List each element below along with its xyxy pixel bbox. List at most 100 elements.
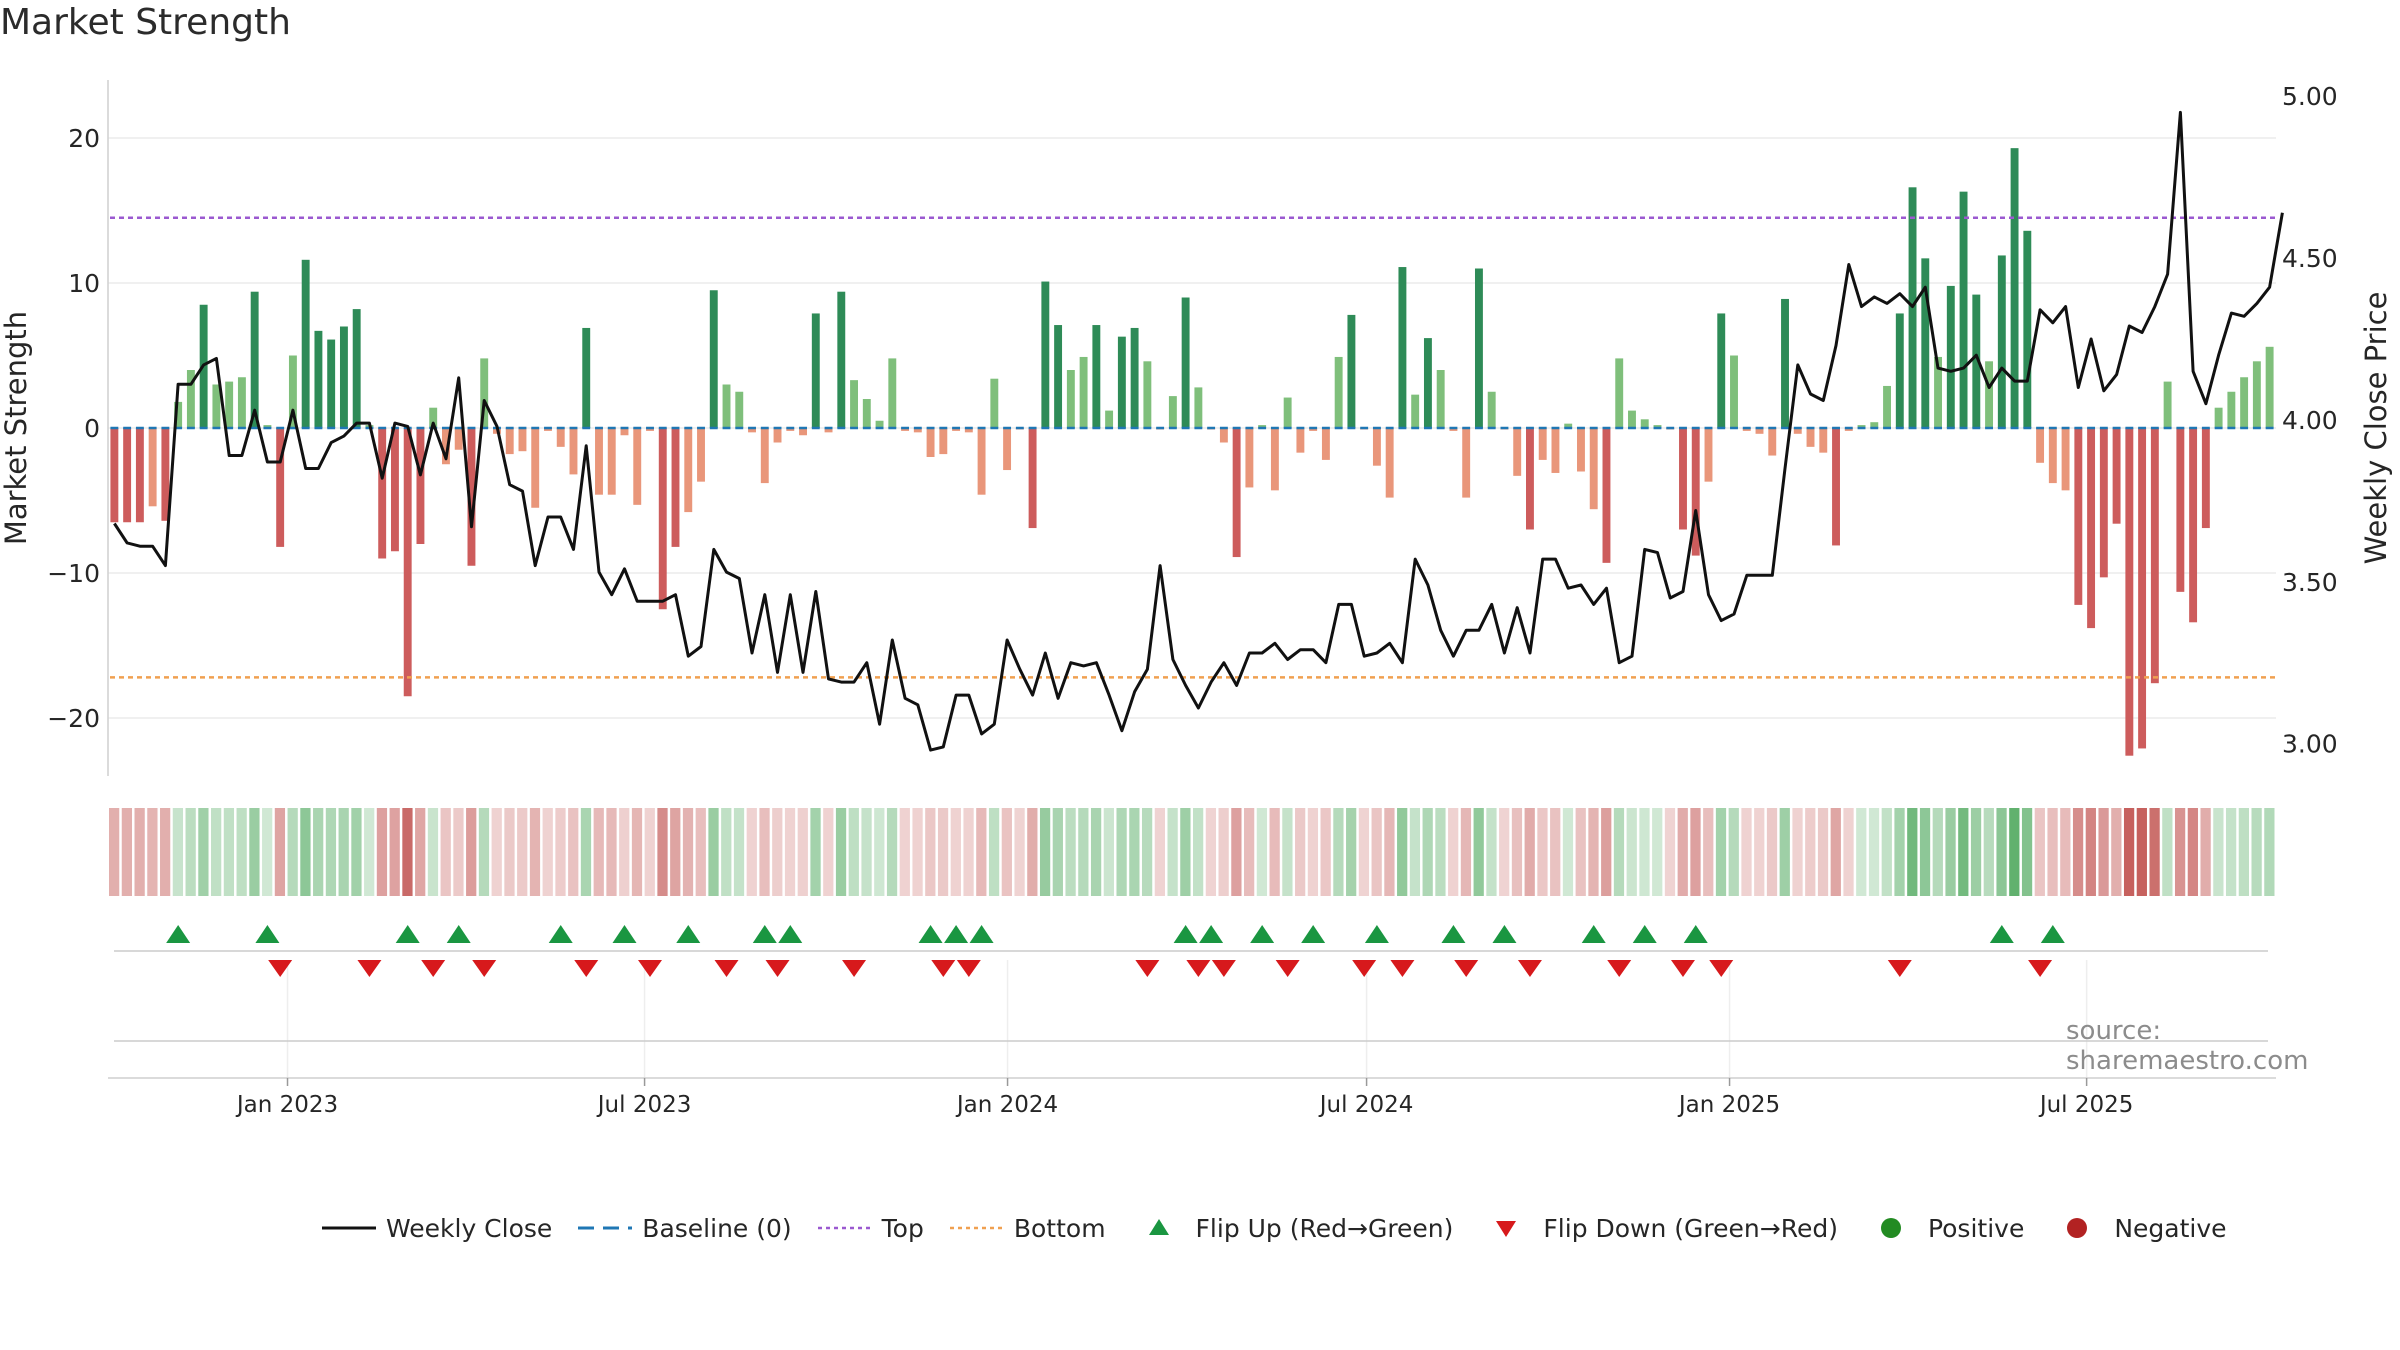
heat-cell xyxy=(1282,808,1293,896)
strength-bar xyxy=(250,291,259,428)
heat-cell xyxy=(2136,808,2147,896)
legend-swatch-close xyxy=(318,1213,380,1243)
legend-swatch-baseline xyxy=(574,1213,636,1243)
heat-cell xyxy=(2047,808,2058,896)
strength-bar xyxy=(1423,338,1432,428)
heat-cell xyxy=(797,808,808,896)
strength-bar xyxy=(1372,428,1381,466)
strength-bar xyxy=(1755,428,1764,434)
heat-cell xyxy=(746,808,757,896)
strength-bar xyxy=(2023,230,2032,428)
heat-cell xyxy=(925,808,936,896)
x-tick-label: Jan 2024 xyxy=(955,1092,1058,1118)
strength-bar xyxy=(1130,327,1139,428)
strength-bar xyxy=(646,428,654,431)
strength-bar xyxy=(416,428,425,544)
strength-bar xyxy=(556,428,565,447)
heat-cell xyxy=(109,808,120,896)
flip-up-marker xyxy=(969,925,994,943)
legend-label-flip-up: Flip Up (Red→Green) xyxy=(1195,1213,1454,1243)
heat-cell xyxy=(1193,808,1204,896)
weekly-close-line xyxy=(113,110,2284,752)
heat-cell xyxy=(606,808,617,896)
heat-cell xyxy=(976,808,987,896)
heat-cell xyxy=(1167,808,1178,896)
heat-cell xyxy=(1856,808,1867,896)
flip-up-marker xyxy=(1989,925,2014,943)
flip-down-marker xyxy=(2028,960,2053,977)
strength-bar xyxy=(735,391,744,428)
heat-cell xyxy=(1690,808,1701,896)
strength-bar xyxy=(620,428,629,436)
strength-bar xyxy=(1577,428,1585,472)
source-note: source: sharemaestro.com xyxy=(2066,1016,2309,1076)
flip-up-marker xyxy=(395,925,420,943)
strength-bar xyxy=(1857,425,1866,428)
legend-item-top: Top xyxy=(814,1213,924,1243)
strength-bar xyxy=(1972,294,1981,428)
strength-bar xyxy=(1538,428,1547,460)
heat-cell xyxy=(861,808,872,896)
strength-bar xyxy=(1730,355,1738,428)
legend-label-top: Top xyxy=(881,1213,924,1243)
heat-cell xyxy=(1562,808,1574,896)
flip-down-marker xyxy=(1454,960,1479,977)
heat-cell xyxy=(1779,808,1790,896)
heat-cell xyxy=(1244,808,1255,896)
flip-down-marker xyxy=(421,960,446,977)
heat-cell xyxy=(1435,808,1446,896)
legend-label-negative: Negative xyxy=(2114,1213,2227,1243)
strength-bar xyxy=(1768,428,1777,456)
close-line-group xyxy=(113,110,2284,752)
legend-item-flip-up: Flip Up (Red→Green) xyxy=(1128,1213,1454,1243)
legend-label-bottom: Bottom xyxy=(1013,1213,1106,1243)
strength-bar xyxy=(1946,285,1955,428)
strength-bar xyxy=(339,326,348,428)
heat-cell xyxy=(1830,808,1841,896)
strength-bar xyxy=(1513,428,1522,476)
heat-cell xyxy=(1983,808,1994,896)
strength-bar xyxy=(225,381,234,428)
heat-cell xyxy=(1218,808,1229,896)
heat-cell xyxy=(1881,808,1892,896)
strength-bar xyxy=(441,428,450,465)
heat-cell xyxy=(1677,808,1688,896)
heat-cell xyxy=(555,808,566,896)
strength-bar xyxy=(2099,428,2108,578)
heat-cell xyxy=(963,808,974,896)
heat-cell xyxy=(1499,808,1510,896)
strength-bar xyxy=(518,428,527,452)
strength-bar xyxy=(288,355,297,428)
strength-bar xyxy=(429,407,438,428)
heat-cell xyxy=(1601,808,1612,896)
strength-bar xyxy=(964,428,973,433)
strength-bar xyxy=(1870,422,1879,428)
flip-up-marker xyxy=(1199,925,1224,943)
heat-cell xyxy=(172,808,184,896)
heat-cell xyxy=(1116,808,1127,896)
flip-down-marker xyxy=(1352,960,1377,977)
strength-bar xyxy=(1589,428,1598,510)
legend-item-baseline: Baseline (0) xyxy=(574,1213,792,1243)
legend-item-close: Weekly Close xyxy=(318,1213,552,1243)
strength-bar xyxy=(1245,428,1254,488)
flip-up-marker xyxy=(1581,925,1606,943)
y-tick-label: 20 xyxy=(68,124,100,153)
flip-up-marker xyxy=(918,925,943,943)
strength-bar xyxy=(148,428,157,507)
strength-bar xyxy=(1487,391,1496,428)
strength-bars xyxy=(110,148,2274,756)
strength-bar xyxy=(633,428,642,505)
strength-bar xyxy=(2138,428,2147,749)
heat-cell xyxy=(2111,808,2122,896)
legend-label-flip-down: Flip Down (Green→Red) xyxy=(1543,1213,1838,1243)
strength-bar xyxy=(952,428,961,431)
heat-cell xyxy=(325,808,337,896)
y-tick-label: 10 xyxy=(68,269,100,298)
heat-cell xyxy=(453,808,464,896)
flip-up-marker xyxy=(1301,925,1326,943)
strength-bar xyxy=(1462,428,1471,498)
flip-up-marker xyxy=(752,925,777,943)
heat-cell xyxy=(1078,808,1089,896)
legend-item-bottom: Bottom xyxy=(946,1213,1106,1243)
